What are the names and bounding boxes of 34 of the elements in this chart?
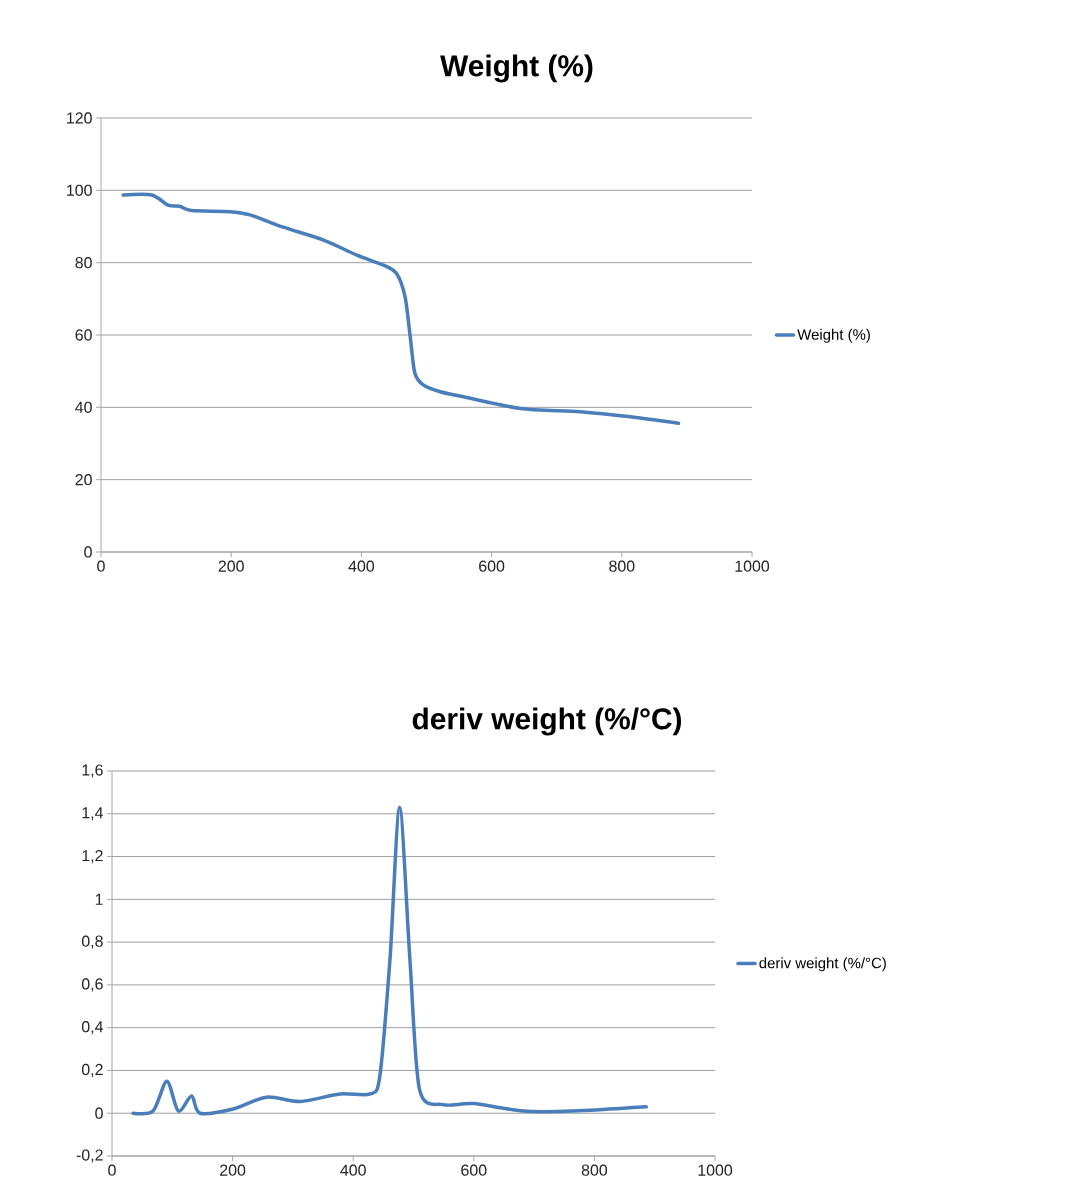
x-tick-label: 600 — [461, 1164, 487, 1176]
chart-title: deriv weight (%/°C) — [412, 707, 682, 736]
y-tick-label: 0,4 — [81, 1021, 104, 1035]
x-tick-label: 200 — [218, 560, 244, 572]
y-tick-label: 40 — [75, 401, 92, 413]
x-tick-label: 800 — [581, 1164, 608, 1176]
y-tick-label: 0,6 — [81, 978, 103, 992]
legend-label: deriv weight (%/°C) — [759, 957, 886, 972]
y-tick-label: 0 — [84, 546, 92, 558]
y-tick-label: 0,8 — [81, 935, 103, 949]
x-tick-label: 600 — [479, 560, 505, 572]
x-tick-label: 400 — [348, 560, 375, 572]
y-tick-label: 1,4 — [82, 807, 104, 821]
y-tick-label: 1,6 — [82, 764, 103, 778]
x-tick-label: 200 — [220, 1164, 246, 1176]
x-tick-label: 1000 — [735, 560, 770, 572]
y-tick-label: 1 — [95, 893, 103, 905]
y-tick-label: 0,2 — [81, 1063, 103, 1078]
x-tick-label: 1000 — [698, 1164, 733, 1176]
line-series — [121, 192, 681, 425]
y-tick-label: 100 — [67, 184, 92, 196]
legend-label: Weight (%) — [797, 328, 870, 343]
y-tick-label: 1,2 — [82, 849, 103, 864]
y-tick-label: 20 — [75, 474, 92, 486]
x-tick-label: 400 — [340, 1164, 366, 1176]
y-tick-label: 0 — [95, 1107, 103, 1119]
y-tick-label: 80 — [75, 257, 92, 269]
y-tick-label: 120 — [67, 112, 92, 124]
chart-title: Weight (%) — [440, 54, 593, 83]
x-tick-label: 0 — [108, 1164, 116, 1176]
y-tick-label: 60 — [75, 329, 92, 341]
y-tick-label: -0,2 — [76, 1149, 103, 1163]
line-series — [131, 805, 649, 1116]
x-tick-label: 800 — [609, 560, 635, 572]
